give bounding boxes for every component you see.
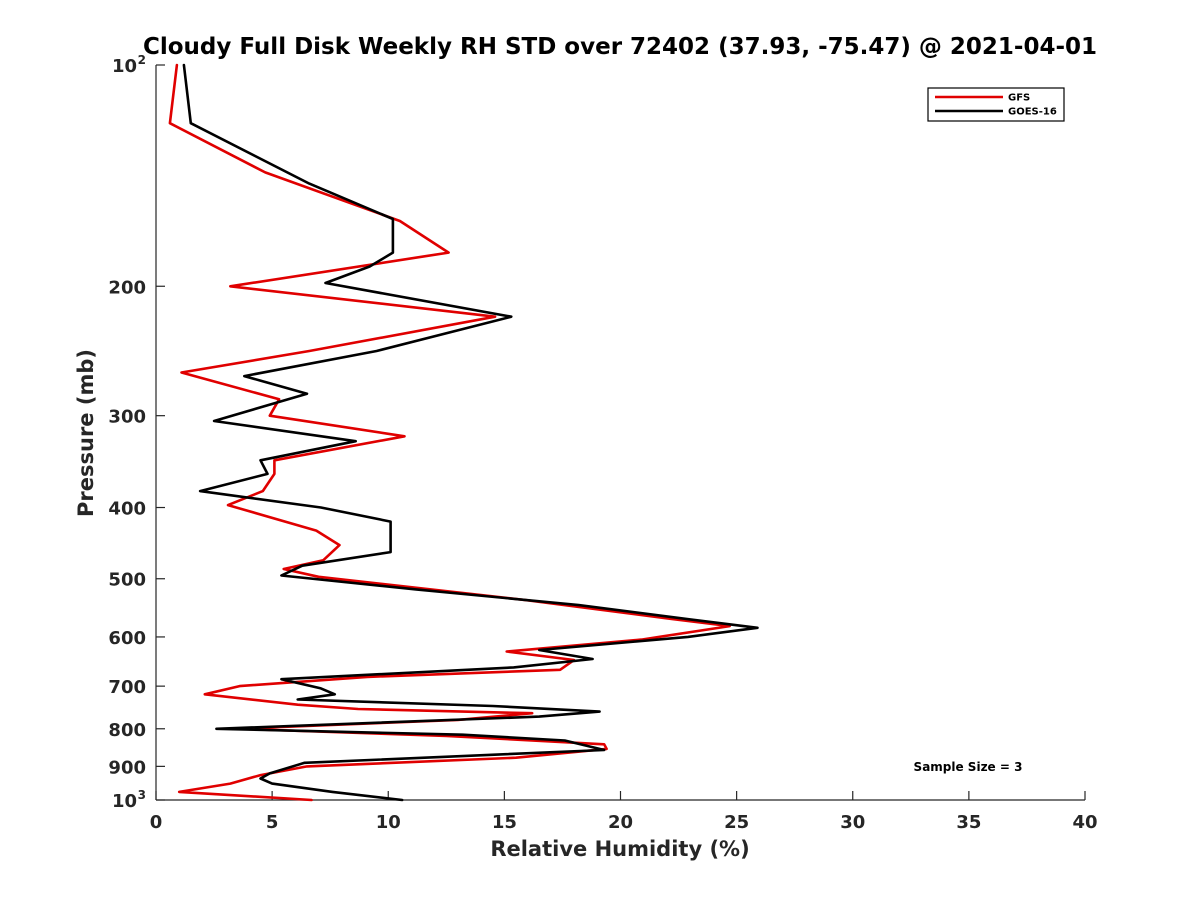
sample-size-annotation: Sample Size = 3 (914, 760, 1023, 774)
y-tick-label: 10 (112, 56, 137, 77)
y-tick-label: 500 (108, 570, 146, 591)
x-tick-label: 35 (956, 812, 981, 833)
x-tick-label: 15 (492, 812, 517, 833)
x-tick-label: 20 (608, 812, 633, 833)
y-tick-exponent: 2 (138, 53, 146, 67)
y-tick-label: 400 (108, 499, 146, 520)
x-tick-label: 0 (150, 812, 163, 833)
x-tick-label: 25 (724, 812, 749, 833)
x-tick-label: 5 (266, 812, 279, 833)
y-tick-label: 700 (108, 677, 146, 698)
series-group (168, 63, 759, 802)
x-tick-label: 30 (840, 812, 865, 833)
x-tick-label: 10 (376, 812, 401, 833)
series-line-goes-16 (182, 63, 759, 802)
y-axis-label: Pressure (mb) (74, 349, 98, 517)
legend: GFS GOES-16 (927, 87, 1065, 122)
y-tick-exponent: 3 (138, 788, 146, 802)
y-tick-label: 10 (112, 791, 137, 812)
x-tick-label: 40 (1072, 812, 1097, 833)
series-line-gfs (168, 63, 732, 802)
legend-box (927, 87, 1065, 122)
y-tick-label: 200 (108, 277, 146, 298)
x-axis: 0 5 10 15 20 25 30 35 40 (150, 791, 1098, 833)
y-tick-label: 300 (108, 407, 146, 428)
y-tick-label: 600 (108, 628, 146, 649)
y-tick-label: 900 (108, 757, 146, 778)
y-tick-label: 800 (108, 720, 146, 741)
legend-entry: GFS (1008, 93, 1030, 104)
legend-entry: GOES-16 (1008, 107, 1057, 118)
x-axis-label: Relative Humidity (%) (490, 837, 749, 861)
chart-title: Cloudy Full Disk Weekly RH STD over 7240… (143, 34, 1097, 60)
